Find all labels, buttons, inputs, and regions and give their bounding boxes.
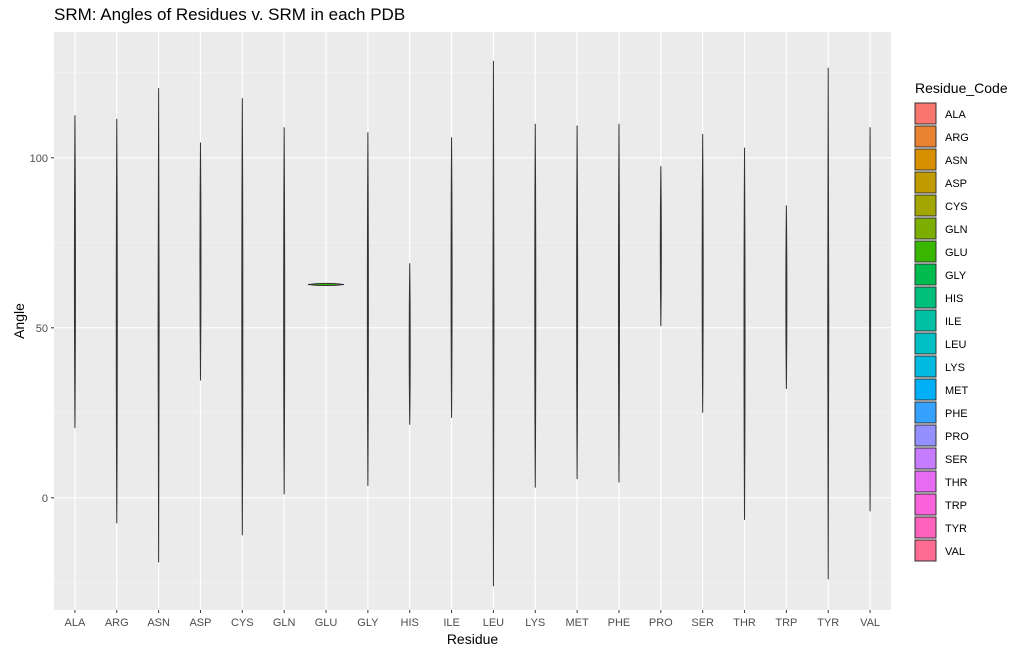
violin-lys <box>534 123 537 488</box>
x-tick-label: SER <box>691 617 714 629</box>
legend-label: ARG <box>945 132 969 144</box>
legend-key-trp <box>914 493 937 516</box>
legend: Residue_Code ALA ARG ASN ASP CYS GLN GLU GLY HIS… <box>914 80 1008 562</box>
violin-cys <box>241 98 244 536</box>
legend-key-ala <box>914 102 937 125</box>
violin-asn <box>157 88 160 563</box>
legend-label: LYS <box>945 362 965 374</box>
legend-label: GLU <box>945 247 968 259</box>
legend-label: GLN <box>945 224 968 236</box>
legend-label: LEU <box>945 339 966 351</box>
x-tick-label: TRP <box>775 617 797 629</box>
violin-asp <box>199 142 202 381</box>
legend-key-thr <box>914 470 937 493</box>
x-tick-label: ASP <box>189 617 211 629</box>
violin-phe <box>617 123 620 483</box>
legend-label: ILE <box>945 316 962 328</box>
x-tick-label: ARG <box>105 617 129 629</box>
legend-key-arg <box>914 125 937 148</box>
legend-label: THR <box>945 477 968 489</box>
violin-leu <box>492 60 495 587</box>
x-tick-label: GLY <box>357 617 379 629</box>
violin-thr <box>743 147 746 520</box>
legend-label: ALA <box>945 109 966 121</box>
legend-key-tyr <box>914 516 937 539</box>
legend-key-gly <box>914 263 937 286</box>
legend-key-ser <box>914 447 937 470</box>
violin-ala <box>73 115 76 429</box>
chart-title: SRM: Angles of Residues v. SRM in each P… <box>54 5 405 24</box>
legend-key-phe <box>914 401 937 424</box>
plot-panel <box>54 32 891 610</box>
x-tick-label: CYS <box>231 617 254 629</box>
legend-key-asp <box>914 171 937 194</box>
y-tick-label: 100 <box>30 153 48 165</box>
violin-glu <box>307 282 345 287</box>
y-axis: 0 50 100 <box>30 153 54 505</box>
x-tick-label: ASN <box>147 617 170 629</box>
x-tick-label: GLU <box>315 617 338 629</box>
x-tick-label: MET <box>566 617 590 629</box>
x-axis-title: Residue <box>447 631 499 647</box>
legend-key-his <box>914 286 937 309</box>
violin-tyr <box>827 67 830 580</box>
legend-label: ASN <box>945 155 968 167</box>
x-axis: ALA ARG ASN ASP CYS GLN GLU GLY HIS ILE LEU LYS MET P… <box>65 610 880 629</box>
x-tick-label: THR <box>733 617 756 629</box>
x-tick-label: HIS <box>401 617 419 629</box>
violins <box>73 60 872 587</box>
x-tick-label: VAL <box>860 617 880 629</box>
legend-label: PHE <box>945 408 968 420</box>
legend-title: Residue_Code <box>915 80 1008 96</box>
legend-key-val <box>914 539 937 562</box>
legend-label: CYS <box>945 201 968 213</box>
legend-key-leu <box>914 332 937 355</box>
y-tick-label: 0 <box>42 493 48 505</box>
y-axis-title: Angle <box>11 303 27 339</box>
violin-met <box>576 125 579 480</box>
violin-pro <box>659 166 662 327</box>
x-tick-label: PRO <box>649 617 673 629</box>
legend-key-gln <box>914 217 937 240</box>
violin-gln <box>283 127 286 495</box>
x-tick-label: GLN <box>273 617 296 629</box>
legend-key-lys <box>914 355 937 378</box>
x-tick-label: PHE <box>608 617 631 629</box>
violin-gly <box>366 132 369 486</box>
violin-ser <box>701 133 704 413</box>
x-tick-label: ILE <box>443 617 460 629</box>
x-tick-label: LYS <box>525 617 545 629</box>
violin-his <box>408 263 411 425</box>
y-tick-label: 50 <box>36 323 48 335</box>
legend-label: TRP <box>945 500 967 512</box>
violin-val <box>869 127 872 512</box>
legend-key-pro <box>914 424 937 447</box>
legend-key-ile <box>914 309 937 332</box>
legend-key-glu <box>914 240 937 263</box>
x-tick-label: TYR <box>817 617 839 629</box>
legend-key-met <box>914 378 937 401</box>
violin-ile <box>450 137 453 418</box>
legend-label: MET <box>945 385 969 397</box>
x-tick-label: LEU <box>483 617 504 629</box>
legend-label: TYR <box>945 523 967 535</box>
legend-key-asn <box>914 148 937 171</box>
legend-label: VAL <box>945 546 965 558</box>
legend-label: SER <box>945 454 968 466</box>
violin-arg <box>115 118 118 524</box>
violin-trp <box>785 205 788 390</box>
legend-key-cys <box>914 194 937 217</box>
x-tick-label: ALA <box>65 617 86 629</box>
legend-label: ASP <box>945 178 967 190</box>
legend-label: PRO <box>945 431 969 443</box>
legend-label: GLY <box>945 270 967 282</box>
legend-label: HIS <box>945 293 963 305</box>
